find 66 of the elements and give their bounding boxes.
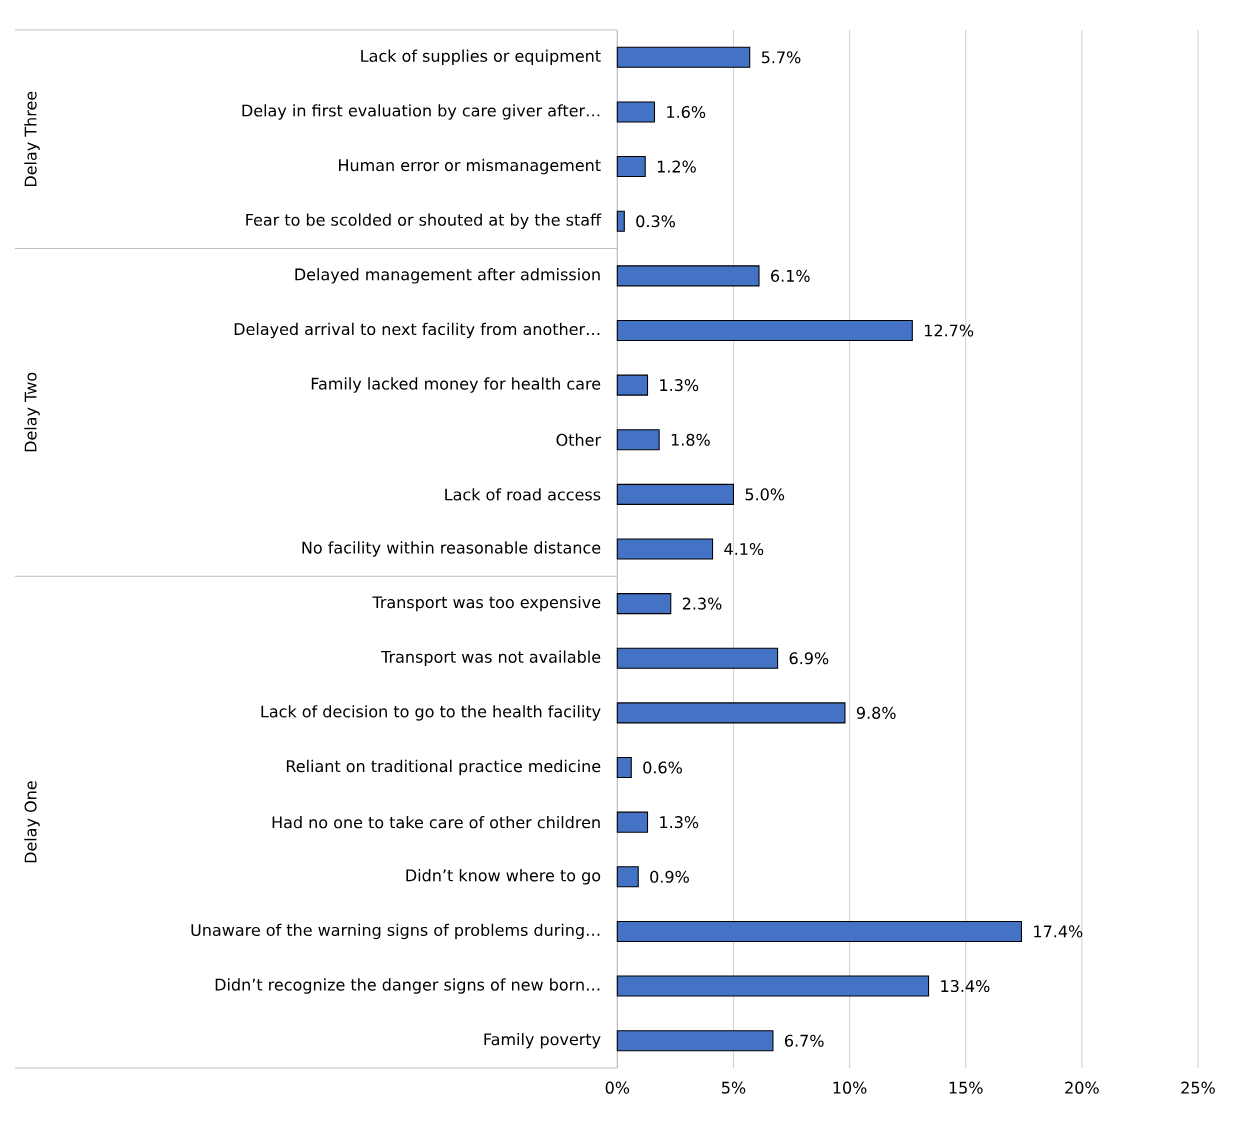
bar (616, 593, 672, 615)
data-label: 5.7% (761, 51, 801, 64)
bar (616, 811, 649, 833)
y-tick-label: Had no one to take care of other children (272, 815, 600, 829)
bar (616, 374, 649, 396)
y-tick-label: Family lacked money for health care (311, 377, 601, 393)
bar (616, 702, 846, 724)
y-tick-label: Didn’t know where to go (406, 869, 601, 885)
y-tick-label: Unaware of the warning signs of problems during… (191, 923, 600, 940)
bar (616, 156, 646, 178)
bar (616, 101, 656, 123)
y-tick-label: Fear to be scolded or shouted at by the staff (246, 213, 602, 229)
bar (616, 210, 625, 232)
bar (616, 866, 639, 888)
text: Delay One (24, 781, 40, 863)
bar (616, 538, 714, 560)
data-label: 13.4% (941, 980, 990, 993)
data-label: 1.8% (671, 433, 710, 446)
data-label: 9.8% (856, 706, 896, 719)
y-tick-label: Other (556, 433, 602, 446)
x-tick-label: 5% (722, 1081, 746, 1094)
data-label: 17.4% (1034, 925, 1083, 938)
y-tick-label: Transport was not available (381, 650, 601, 666)
y-tick-label: Transport was too expensive (372, 595, 601, 612)
y-tick-label: No facility within reasonable distance (302, 541, 601, 557)
data-label: 6.9% (789, 652, 829, 665)
bar (616, 975, 930, 997)
y-tick-label: Lack of road access (445, 488, 601, 501)
y-tick-label: Delayed management after admission (295, 268, 600, 284)
data-label: 1.2% (657, 160, 696, 173)
bar (616, 483, 735, 505)
bar (616, 920, 1023, 942)
x-tick-label: 15% (949, 1081, 983, 1094)
x-tick-label: 0% (605, 1081, 630, 1094)
bar (616, 429, 660, 451)
data-label: 0.3% (636, 215, 675, 228)
y-tick-label: Didn’t recognize the danger signs of new born… (215, 978, 600, 994)
x-tick-label: 10% (833, 1081, 867, 1094)
text: Delay Two (24, 372, 40, 452)
data-label: 1.3% (660, 379, 699, 392)
bar (616, 46, 751, 68)
y-tick-label: Human error or mismanagement (339, 158, 601, 175)
data-label: 12.7% (925, 324, 974, 337)
data-label: 0.6% (643, 761, 682, 774)
bar (616, 319, 913, 342)
bar (616, 756, 632, 779)
y-tick-label: Delay in first evaluation by care giver after… (242, 104, 600, 120)
data-label: 2.3% (682, 597, 722, 610)
y-tick-label: Family poverty (484, 1032, 601, 1049)
data-label: 1.3% (660, 816, 699, 829)
bar (616, 647, 779, 669)
x-tick-label: 20% (1065, 1081, 1099, 1094)
y-tick-label: Reliant on traditional practice medicine (286, 759, 601, 776)
y-tick-label: Lack of decision to go to the health facility (261, 705, 601, 721)
y-tick-label: Lack of supplies or equipment (361, 49, 601, 66)
data-label: 0.9% (650, 870, 689, 883)
bar (616, 265, 760, 287)
data-label: 4.1% (724, 542, 764, 556)
bar (616, 1030, 774, 1052)
data-label: 6.1% (771, 269, 810, 282)
data-label: 1.6% (667, 105, 706, 118)
x-tick-label: 25% (1181, 1081, 1215, 1094)
data-label: 6.7% (784, 1034, 824, 1047)
y-tick-label: Delayed arrival to next facility from another… (234, 322, 600, 339)
data-label: 5.0% (745, 488, 785, 501)
text: Delay Three (24, 91, 40, 187)
